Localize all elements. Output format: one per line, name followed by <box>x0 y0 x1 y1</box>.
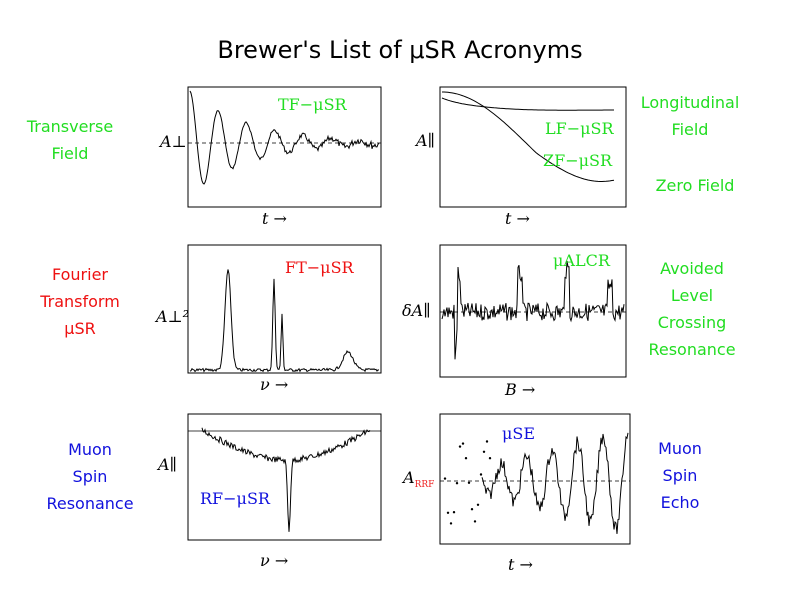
label-line: Crossing <box>657 313 727 332</box>
chart-title: TF−μSR <box>278 95 348 114</box>
y-axis-label: A∥ <box>156 455 177 474</box>
data-point <box>452 511 456 514</box>
y-axis-label: A⊥² <box>154 307 189 326</box>
label-longitudinal-field: Longitudinal Field <box>630 89 750 143</box>
label-line: Echo <box>660 493 700 512</box>
data-point <box>446 511 450 514</box>
x-axis-label: ν → <box>260 375 288 394</box>
x-axis-label: B → <box>504 380 535 399</box>
data-point <box>482 450 486 453</box>
label-line: Avoided <box>660 259 724 278</box>
label-line: Longitudinal <box>640 93 740 112</box>
label-line: Field <box>671 120 709 139</box>
data-series-zf <box>442 91 615 182</box>
data-point <box>488 457 492 460</box>
x-axis-label: ν → <box>260 551 288 570</box>
x-axis-label: t → <box>508 555 533 574</box>
data-points <box>443 440 492 525</box>
plot-frame <box>187 244 382 374</box>
plot-frame <box>187 86 382 208</box>
chart-rf: RF−μSR A∥ ν → <box>156 413 382 570</box>
x-axis-label: t → <box>505 209 530 228</box>
label-line: Resonance <box>46 494 134 513</box>
label-muon-spin-resonance: Muon Spin Resonance <box>30 436 150 517</box>
data-series <box>481 432 629 534</box>
chart-title-2: ZF−μSR <box>543 151 613 170</box>
data-point <box>464 457 468 460</box>
label-line: Field <box>51 144 89 163</box>
label-muon-spin-echo: Muon Spin Echo <box>620 435 740 516</box>
y-axis-label-sub: RRF <box>415 480 435 490</box>
chart-title: LF−μSR <box>545 119 614 138</box>
chart-ft: FT−μSR A⊥² ν → <box>154 244 382 394</box>
y-axis-label-main: A <box>401 468 415 487</box>
label-line: Resonance <box>648 340 736 359</box>
label-fourier-transform: Fourier Transform μSR <box>20 261 140 342</box>
y-axis-label: A∥ <box>414 131 435 150</box>
chart-title: FT−μSR <box>285 258 355 277</box>
label-line: Spin <box>662 466 698 485</box>
data-point <box>467 481 471 484</box>
plot-frame <box>187 413 382 541</box>
chart-lf: LF−μSR ZF−μSR A∥ t → <box>414 86 627 228</box>
chart-title: RF−μSR <box>200 489 271 508</box>
label-line: Zero Field <box>655 176 735 195</box>
y-axis-label: δA∥ <box>402 301 431 320</box>
chart-title: μALCR <box>553 251 611 270</box>
page-title: Brewer's List of μSR Acronyms <box>217 36 583 64</box>
label-zero-field: Zero Field <box>630 172 760 199</box>
y-axis-label: A⊥ <box>158 132 187 151</box>
data-series <box>441 260 625 360</box>
data-point <box>479 473 483 476</box>
data-point <box>470 508 474 511</box>
chart-alcr: μALCR δA∥ B → <box>402 244 627 399</box>
data-point <box>485 440 489 443</box>
data-point <box>476 503 480 506</box>
data-series <box>189 90 380 185</box>
data-point <box>473 520 477 523</box>
data-series <box>189 269 380 373</box>
label-avoided-level-crossing: Avoided Level Crossing Resonance <box>632 255 752 363</box>
chart-tf: TF−μSR A⊥ t → <box>158 86 382 228</box>
data-point <box>458 445 462 448</box>
label-line: Muon <box>658 439 702 458</box>
data-series <box>201 427 371 532</box>
data-series-lf <box>441 97 614 111</box>
data-point <box>455 482 459 485</box>
label-line: Spin <box>72 467 108 486</box>
plot-frame <box>439 413 631 545</box>
data-point <box>443 477 447 480</box>
label-line: Level <box>670 286 714 305</box>
label-line: Fourier <box>51 265 108 284</box>
chart-se: μSE ARRF t → <box>401 413 631 574</box>
chart-title: μSE <box>502 424 535 443</box>
plot-frame <box>439 244 627 378</box>
label-transverse-field: Transverse Field <box>20 113 120 167</box>
data-point <box>449 522 453 525</box>
label-line: Transverse <box>26 117 114 136</box>
x-axis-label: t → <box>262 209 287 228</box>
label-line: Transform <box>40 292 120 311</box>
label-line: μSR <box>64 319 96 338</box>
plot-frame <box>439 86 627 208</box>
data-point <box>461 442 465 445</box>
y-axis-label: ARRF <box>401 468 434 490</box>
label-line: Muon <box>68 440 112 459</box>
